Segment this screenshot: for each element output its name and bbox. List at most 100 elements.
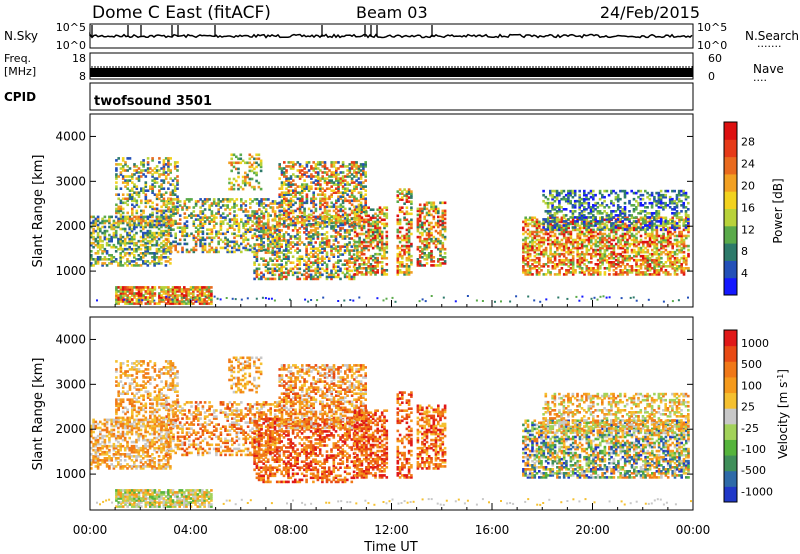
echo-cell: [215, 234, 218, 238]
echo-cell: [626, 246, 629, 250]
echo-cell: [626, 263, 629, 266]
echo-cell: [341, 223, 345, 227]
echo-cell: [117, 207, 120, 211]
echo-cell: [571, 222, 575, 226]
echo-cell: [542, 273, 546, 276]
echo-cell: [119, 286, 123, 289]
echo-cell: [325, 215, 329, 218]
echo-cell: [376, 258, 379, 262]
echo-cell: [140, 161, 143, 164]
echo-cell: [140, 201, 143, 205]
echo-cell: [167, 199, 170, 203]
echo-cell: [596, 240, 600, 244]
echo-cell: [437, 225, 440, 229]
echo-cell: [298, 209, 302, 213]
echo-cell: [621, 224, 625, 228]
echo-cell: [115, 292, 118, 295]
echo-cell: [124, 298, 127, 301]
echo-cell: [383, 224, 386, 228]
echo-cell: [148, 252, 152, 255]
echo-cell: [401, 206, 404, 209]
echo-cell: [360, 226, 364, 230]
echo-cell: [416, 245, 420, 249]
echo-cell: [544, 250, 548, 254]
echo-cell: [210, 296, 213, 299]
echo-cell: [558, 263, 561, 266]
freq-panel: Freq. [MHz] 18 8 60 0 Nave ····: [4, 52, 784, 87]
echo-cell: [167, 292, 170, 295]
echo-cell: [337, 225, 340, 228]
echo-cell: [314, 255, 317, 258]
echo-cell: [173, 298, 177, 301]
echo-cell: [203, 216, 207, 219]
echo-cell: [121, 215, 125, 219]
echo-cell: [249, 244, 252, 248]
echo-cell: [233, 236, 236, 240]
echo-cell: [405, 238, 409, 242]
echo-cell: [441, 258, 445, 261]
echo-cell: [321, 227, 324, 230]
echo-cell: [90, 254, 93, 257]
echo-cell: [257, 217, 261, 220]
echo-cell: [255, 171, 258, 175]
echo-cell: [165, 216, 168, 219]
echo-cell: [531, 248, 534, 252]
echo-cell: [226, 240, 229, 244]
echo-cell: [144, 296, 148, 299]
echo-cell: [405, 250, 409, 254]
echo-cell: [153, 286, 157, 289]
echo-cell: [257, 185, 261, 189]
echo-cell: [117, 237, 120, 241]
echo-cell: [332, 267, 336, 271]
echo-cell: [316, 167, 320, 170]
echo-cell: [360, 246, 364, 250]
echo-cell: [355, 165, 358, 168]
echo-cell: [196, 290, 200, 293]
echo-cell: [421, 225, 424, 229]
echo-cell: [612, 269, 616, 272]
echo-cell: [283, 221, 286, 225]
echo-cell: [316, 277, 320, 281]
echo-cell: [348, 237, 351, 240]
echo-cell: [628, 271, 631, 274]
echo-cell: [356, 216, 359, 220]
echo-cell: [626, 271, 629, 274]
echo-cell: [434, 264, 438, 267]
echo-cell: [251, 200, 254, 203]
echo-cell: [403, 252, 406, 256]
echo-cell: [114, 215, 118, 219]
echo-cell: [556, 236, 559, 240]
echo-cell: [619, 238, 622, 242]
echo-cell: [441, 223, 445, 227]
echo-cell: [173, 177, 177, 180]
echo-cell: [617, 246, 620, 250]
echo-cell: [547, 271, 550, 274]
echo-cell: [635, 271, 638, 274]
echo-cell: [123, 241, 127, 245]
echo-cell: [285, 169, 288, 172]
echo-cell: [531, 232, 534, 236]
echo-cell: [594, 254, 598, 258]
echo-cell: [628, 258, 631, 262]
echo-cell: [242, 224, 245, 227]
echo-cell: [385, 208, 389, 211]
echo-cell: [332, 225, 336, 228]
echo-cell: [294, 191, 297, 194]
echo-cell: [260, 275, 263, 279]
echo-cell: [330, 221, 333, 225]
echo-cell: [231, 250, 234, 254]
echo-cell: [176, 187, 179, 190]
echo-cell: [538, 238, 541, 242]
echo-cell: [137, 254, 141, 257]
echo-cell: [346, 199, 349, 203]
echo-cell: [635, 254, 638, 258]
echo-cell: [544, 246, 548, 250]
echo-cell: [319, 187, 322, 190]
echo-cell: [142, 191, 145, 194]
echo-cell: [524, 238, 527, 242]
echo-cell: [303, 187, 306, 190]
echo-cell: [259, 165, 263, 169]
echo-cell: [608, 261, 611, 264]
echo-cell: [396, 228, 400, 232]
echo-cell: [99, 247, 102, 251]
